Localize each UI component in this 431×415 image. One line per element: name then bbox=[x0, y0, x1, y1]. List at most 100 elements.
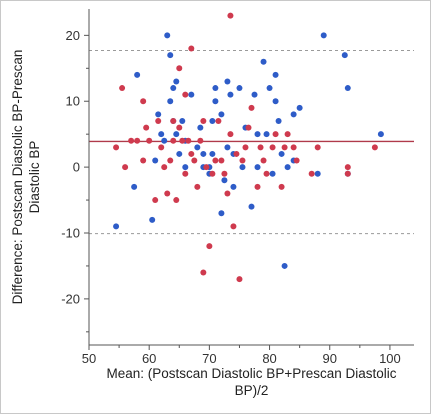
data-point-s1-10 bbox=[155, 118, 162, 124]
data-point-s1-9 bbox=[152, 197, 159, 204]
data-point-s1-33 bbox=[209, 170, 216, 177]
data-point-s0-60 bbox=[341, 52, 348, 59]
data-point-s1-34 bbox=[212, 157, 219, 164]
data-point-s1-56 bbox=[284, 131, 291, 138]
data-point-s1-35 bbox=[215, 118, 222, 124]
data-point-s1-42 bbox=[233, 150, 240, 157]
data-point-s1-57 bbox=[290, 144, 297, 151]
data-point-s1-19 bbox=[176, 124, 183, 131]
data-point-s0-32 bbox=[221, 177, 228, 184]
x-tick-label-100: 100 bbox=[379, 351, 401, 366]
data-point-s0-4 bbox=[152, 157, 159, 164]
data-point-s0-31 bbox=[218, 210, 225, 217]
data-point-s1-11 bbox=[158, 144, 165, 151]
data-point-s0-30 bbox=[218, 111, 225, 118]
data-point-s1-51 bbox=[263, 170, 270, 177]
data-point-s0-57 bbox=[296, 104, 303, 111]
data-point-s1-21 bbox=[182, 170, 189, 177]
data-point-s1-28 bbox=[197, 137, 204, 144]
data-point-s0-29 bbox=[212, 85, 219, 92]
data-point-s0-61 bbox=[344, 85, 351, 92]
data-point-s0-39 bbox=[239, 164, 246, 171]
data-point-s1-47 bbox=[248, 104, 255, 111]
data-point-s0-59 bbox=[320, 32, 327, 39]
data-point-s0-54 bbox=[284, 164, 291, 171]
data-point-s1-29 bbox=[200, 118, 207, 124]
data-point-s1-15 bbox=[170, 118, 177, 124]
x-tick-label-80: 80 bbox=[262, 351, 276, 366]
data-point-s0-51 bbox=[275, 118, 282, 124]
y-axis-title-line-1: Difference: Postscan Diastolic BP-Presca… bbox=[10, 50, 25, 305]
data-point-s0-21 bbox=[197, 124, 204, 131]
data-point-s0-28 bbox=[212, 98, 219, 105]
data-point-s1-53 bbox=[272, 131, 279, 138]
data-point-s0-22 bbox=[200, 150, 207, 157]
data-point-s0-38 bbox=[236, 85, 243, 92]
y-axis-title-line-2: Diastolic BP bbox=[27, 141, 42, 214]
data-point-s0-16 bbox=[179, 118, 186, 124]
x-tick-label-50: 50 bbox=[82, 351, 96, 366]
data-point-s0-50 bbox=[272, 98, 279, 105]
data-point-s0-58 bbox=[314, 170, 321, 177]
data-point-s0-42 bbox=[251, 91, 258, 98]
data-point-s0-6 bbox=[158, 131, 165, 138]
data-point-s0-17 bbox=[182, 164, 189, 171]
data-point-s0-0 bbox=[113, 223, 120, 230]
data-point-s1-3 bbox=[128, 137, 135, 144]
data-point-s0-43 bbox=[254, 164, 261, 171]
data-point-s1-5 bbox=[140, 98, 147, 105]
data-point-s1-18 bbox=[176, 65, 183, 72]
data-point-s0-35 bbox=[227, 91, 234, 98]
data-point-s1-46 bbox=[245, 124, 252, 131]
data-point-s1-41 bbox=[230, 223, 237, 230]
data-point-s0-10 bbox=[167, 98, 174, 105]
data-point-s1-54 bbox=[278, 183, 285, 190]
data-point-s1-17 bbox=[173, 197, 180, 204]
data-point-s1-38 bbox=[224, 190, 231, 197]
data-point-s0-53 bbox=[281, 262, 288, 269]
data-point-s1-8 bbox=[146, 137, 153, 144]
data-point-s0-48 bbox=[269, 170, 276, 177]
data-point-s0-5 bbox=[155, 111, 162, 118]
data-point-s0-36 bbox=[230, 183, 237, 190]
data-point-s1-61 bbox=[344, 170, 351, 177]
data-point-s1-26 bbox=[191, 157, 198, 164]
data-point-s0-14 bbox=[173, 131, 180, 138]
y-tick-label-10: 10 bbox=[66, 94, 80, 109]
data-point-s1-2 bbox=[122, 164, 129, 171]
data-point-s0-8 bbox=[164, 32, 171, 39]
data-point-s0-49 bbox=[272, 71, 279, 78]
data-point-s1-7 bbox=[143, 124, 150, 131]
data-point-s1-27 bbox=[194, 183, 201, 190]
data-point-s1-31 bbox=[203, 164, 210, 171]
data-point-s1-50 bbox=[260, 157, 267, 164]
data-point-s1-0 bbox=[113, 144, 120, 151]
y-tick-label--20: -20 bbox=[61, 291, 80, 306]
data-point-s0-46 bbox=[263, 131, 270, 138]
data-point-s1-39 bbox=[227, 131, 234, 138]
data-point-s1-1 bbox=[119, 85, 126, 92]
data-point-s1-37 bbox=[221, 170, 228, 177]
data-point-s1-48 bbox=[254, 183, 261, 190]
data-point-s1-25 bbox=[188, 150, 195, 157]
data-point-s0-3 bbox=[149, 216, 156, 223]
data-point-s1-60 bbox=[314, 144, 321, 151]
data-point-s0-11 bbox=[170, 85, 177, 92]
data-point-s0-19 bbox=[188, 91, 195, 98]
data-point-s1-59 bbox=[308, 170, 315, 177]
data-point-s1-44 bbox=[239, 157, 246, 164]
data-point-s0-33 bbox=[224, 78, 231, 85]
data-point-s1-13 bbox=[164, 190, 171, 197]
y-tick-label-20: 20 bbox=[66, 28, 80, 43]
data-point-s0-1 bbox=[131, 183, 138, 190]
x-tick-label-70: 70 bbox=[202, 351, 216, 366]
data-point-s0-15 bbox=[176, 150, 183, 157]
x-axis-title-line-2: BP)/2 bbox=[235, 383, 269, 398]
data-point-s0-56 bbox=[290, 111, 297, 118]
data-point-s1-32 bbox=[206, 243, 213, 250]
data-point-s1-22 bbox=[182, 91, 189, 98]
data-point-s0-20 bbox=[194, 144, 201, 151]
data-point-s0-63 bbox=[377, 131, 384, 138]
